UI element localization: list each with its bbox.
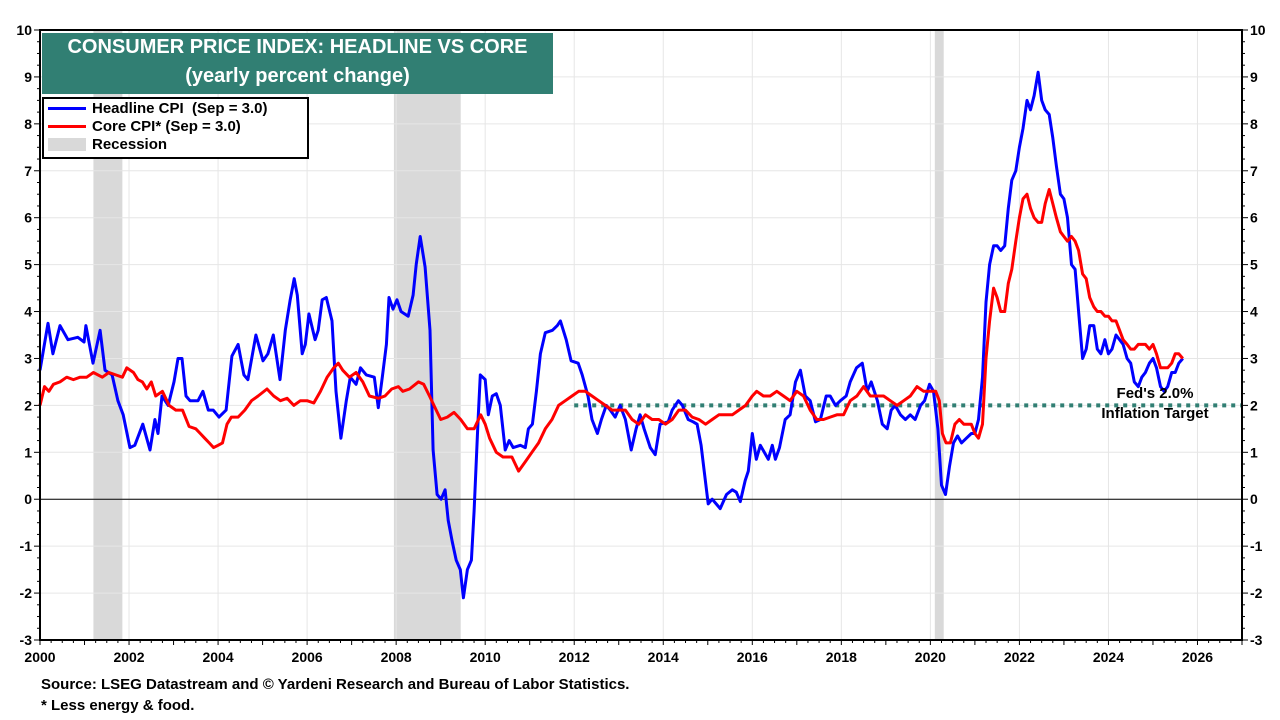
legend-swatch-headline (48, 107, 86, 110)
chart-title: CONSUMER PRICE INDEX: HEADLINE VS CORE (67, 36, 528, 58)
recession-band (934, 30, 944, 640)
legend-label-recession: Recession (92, 136, 168, 153)
y-tick-label-right: 8 (1250, 116, 1258, 132)
series-line-core (38, 188, 1184, 473)
y-tick-label-right: -2 (1250, 585, 1263, 601)
footnote: * Less energy & food. (41, 697, 195, 714)
y-tick-label-left: 8 (24, 116, 32, 132)
y-tick-label-right: 4 (1250, 304, 1258, 320)
y-tick-label-left: 1 (24, 444, 32, 460)
y-tick-label-left: 10 (16, 22, 32, 38)
y-tick-label-right: 9 (1250, 69, 1258, 85)
y-tick-label-left: 4 (24, 304, 32, 320)
x-tick-label: 2002 (113, 649, 144, 665)
legend-item-headline: Headline CPI (Sep = 3.0) (48, 100, 267, 117)
source-note: Source: LSEG Datastream and © Yardeni Re… (41, 676, 630, 693)
x-tick-label: 2014 (648, 649, 679, 665)
y-tick-label-left: -1 (20, 538, 33, 554)
x-tick-label: 2026 (1182, 649, 1213, 665)
y-tick-label-right: -3 (1250, 632, 1263, 648)
y-tick-label-right: 6 (1250, 210, 1258, 226)
y-tick-label-left: 6 (24, 210, 32, 226)
fed-target-label-2: Inflation Target (1101, 405, 1209, 422)
legend: Headline CPI (Sep = 3.0) Core CPI* (Sep … (42, 97, 309, 159)
y-tick-label-right: 5 (1250, 257, 1258, 273)
y-tick-label-left: -2 (20, 585, 33, 601)
y-tick-label-right: -1 (1250, 538, 1263, 554)
y-tick-label-right: 3 (1250, 350, 1258, 366)
x-tick-label: 2012 (559, 649, 590, 665)
fed-target-annotation: Fed's 2.0% Inflation Target (1080, 384, 1230, 424)
legend-swatch-core (48, 125, 86, 128)
x-tick-label: 2006 (292, 649, 323, 665)
legend-swatch-recession (48, 138, 86, 151)
series-lines (38, 70, 1184, 600)
legend-label-headline: Headline CPI (Sep = 3.0) (92, 100, 268, 117)
chart-title-box: CONSUMER PRICE INDEX: HEADLINE VS CORE (… (42, 33, 553, 94)
chart-subtitle: (yearly percent change) (185, 65, 410, 87)
fed-target-label-1: Fed's 2.0% (1116, 385, 1194, 402)
series-line-headline (38, 70, 1184, 600)
legend-item-core: Core CPI* (Sep = 3.0) (48, 118, 241, 135)
y-tick-label-right: 7 (1250, 163, 1258, 179)
x-tick-label: 2022 (1004, 649, 1035, 665)
x-tick-label: 2018 (826, 649, 857, 665)
tick-labels: -3 -3 -2 -2 -1 -1 0 0 1 1 2 2 3 3 4 4 5 5 6 6 7 7 8 8 9 9 10 10 2000… (16, 22, 1265, 665)
y-tick-label-left: 5 (24, 257, 32, 273)
y-tick-label-left: -3 (20, 632, 33, 648)
y-tick-label-left: 9 (24, 69, 32, 85)
x-tick-label: 2004 (202, 649, 233, 665)
y-tick-label-right: 1 (1250, 444, 1258, 460)
y-tick-label-right: 10 (1250, 22, 1266, 38)
y-tick-label-left: 2 (24, 397, 32, 413)
y-tick-label-right: 2 (1250, 397, 1258, 413)
x-tick-label: 2024 (1093, 649, 1124, 665)
y-tick-label-left: 7 (24, 163, 32, 179)
y-tick-label-left: 3 (24, 350, 32, 366)
y-tick-label-left: 0 (24, 491, 32, 507)
y-tick-label-right: 0 (1250, 491, 1258, 507)
axis-ticks (34, 29, 1248, 645)
x-tick-label: 2016 (737, 649, 768, 665)
x-tick-label: 2008 (381, 649, 412, 665)
legend-label-core: Core CPI* (Sep = 3.0) (92, 118, 241, 135)
legend-item-recession: Recession (48, 136, 167, 153)
x-tick-label: 2000 (24, 649, 55, 665)
x-tick-label: 2010 (470, 649, 501, 665)
recession-band (393, 30, 461, 640)
x-tick-label: 2020 (915, 649, 946, 665)
